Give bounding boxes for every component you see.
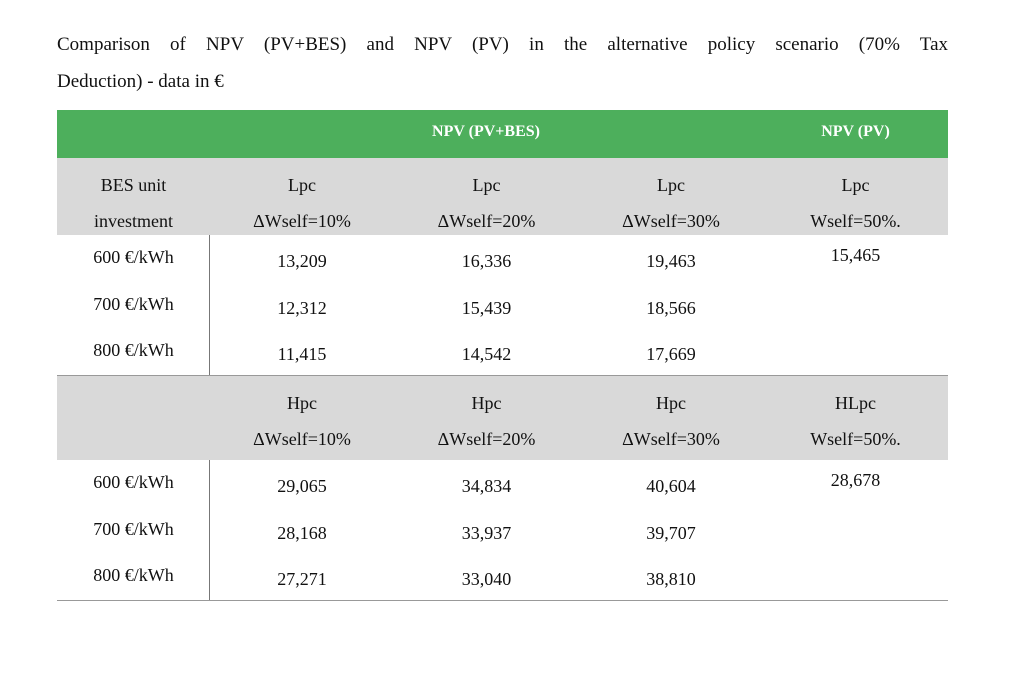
subheader-text: Hpc	[656, 393, 686, 413]
subheader-text: Wself=50%.	[810, 429, 901, 449]
table-cell: 13,209	[277, 251, 327, 271]
subheader-text: ΔWself=20%	[437, 211, 536, 231]
empty-cell	[763, 509, 948, 556]
pv-only-value: 15,465	[830, 245, 881, 265]
table-cell: 27,271	[277, 569, 327, 589]
section-divider	[57, 375, 948, 376]
subheader-text: Lpc	[288, 175, 316, 195]
subheader-lpc-20: Lpc ΔWself=20%	[394, 158, 579, 235]
header-npv-pv-bes: NPV (PV+BES)	[432, 123, 540, 140]
subheader-lpc-30: Lpc ΔWself=30%	[579, 158, 763, 235]
subheader-text: ΔWself=10%	[253, 211, 351, 231]
table-cell: 29,065	[277, 476, 327, 496]
empty-cell	[763, 237, 948, 284]
empty-cell	[763, 284, 948, 331]
table-cell: 40,604	[646, 476, 696, 496]
subheader-text: Lpc	[841, 175, 870, 195]
row-label: 800 €/kWh	[93, 340, 174, 360]
subheader-text: Wself=50%.	[810, 211, 901, 231]
section1-data: 15,465 600 €/kWh 13,209 16,336 19,463 70…	[57, 235, 948, 375]
caption-line-2: Deduction) - data in €	[57, 71, 224, 92]
row-label: 600 €/kWh	[93, 247, 174, 267]
subheader-text: investment	[94, 211, 173, 231]
subheader-text: Hpc	[287, 393, 317, 413]
table-row: 700 €/kWh 12,312 15,439 18,566	[57, 284, 948, 331]
subheader-text: BES unit	[100, 175, 167, 195]
section1-subheader-row: BES unit investment Lpc ΔWself=10% Lpc Δ…	[57, 158, 948, 235]
subheader-text: Lpc	[657, 175, 685, 195]
table-cell: 33,040	[461, 569, 512, 589]
pv-only-value: 28,678	[830, 470, 881, 490]
row-label: 700 €/kWh	[93, 293, 174, 314]
table-cell: 12,312	[277, 297, 327, 318]
section2-data: 28,678 600 €/kWh 29,065 34,834 40,604 70…	[57, 460, 948, 600]
section2-subheader-row: Hpc ΔWself=10% Hpc ΔWself=20% Hpc ΔWself…	[57, 376, 948, 460]
table-cell: 33,937	[461, 522, 512, 543]
table-cell: 16,336	[461, 251, 512, 271]
subheader-hlpc-50: HLpc Wself=50%.	[763, 376, 948, 460]
subheader-text: ΔWself=20%	[437, 429, 536, 449]
table-cell: 28,168	[277, 522, 327, 543]
table-cell: 39,707	[646, 522, 696, 543]
subheader-text: ΔWself=10%	[253, 429, 351, 449]
empty-cell	[763, 462, 948, 509]
subheader-text: ΔWself=30%	[622, 429, 720, 449]
empty-cell	[763, 330, 948, 375]
table-caption: Comparison of NPV (PV+BES) and NPV (PV) …	[57, 26, 948, 100]
table-row: 800 €/kWh 11,415 14,542 17,669	[57, 330, 948, 375]
column-divider	[209, 460, 210, 600]
table-row: 600 €/kWh 29,065 34,834 40,604	[57, 462, 948, 509]
row-label: 600 €/kWh	[93, 472, 174, 492]
table-header-row: NPV (PV+BES) NPV (PV)	[57, 110, 948, 158]
table-row: 600 €/kWh 13,209 16,336 19,463	[57, 237, 948, 284]
empty-cell	[763, 555, 948, 600]
subheader-hpc-10: Hpc ΔWself=10%	[210, 376, 394, 460]
table-cell: 14,542	[461, 344, 512, 364]
table-cell: 19,463	[646, 251, 696, 271]
table-cell: 15,439	[461, 297, 512, 318]
row-label: 800 €/kWh	[93, 565, 174, 585]
table-row: 800 €/kWh 27,271 33,040 38,810	[57, 555, 948, 600]
row-label: 700 €/kWh	[93, 518, 174, 539]
table-cell: 17,669	[646, 344, 696, 364]
header-npv-pv: NPV (PV)	[821, 123, 890, 140]
table-cell: 34,834	[461, 476, 512, 496]
subheader-hpc-30: Hpc ΔWself=30%	[579, 376, 763, 460]
caption-line-1: Comparison of NPV (PV+BES) and NPV (PV) …	[57, 34, 948, 55]
column-divider	[209, 235, 210, 375]
subheader-text: ΔWself=30%	[622, 211, 720, 231]
subheader-lpc-50: Lpc Wself=50%.	[763, 158, 948, 235]
subheader-bes-investment: BES unit investment	[57, 158, 210, 235]
subheader-hpc-20: Hpc ΔWself=20%	[394, 376, 579, 460]
table-cell: 18,566	[646, 297, 696, 318]
table-bottom-border	[57, 600, 948, 601]
subheader-text: Hpc	[471, 393, 502, 413]
subheader-lpc-10: Lpc ΔWself=10%	[210, 158, 394, 235]
subheader-text: Lpc	[472, 175, 501, 195]
table-row: 700 €/kWh 28,168 33,937 39,707	[57, 509, 948, 556]
subheader-empty	[57, 376, 210, 460]
subheader-text: HLpc	[835, 393, 876, 413]
table-cell: 38,810	[646, 569, 696, 589]
npv-comparison-table: NPV (PV+BES) NPV (PV) BES unit investmen…	[57, 110, 948, 601]
table-cell: 11,415	[277, 344, 327, 364]
